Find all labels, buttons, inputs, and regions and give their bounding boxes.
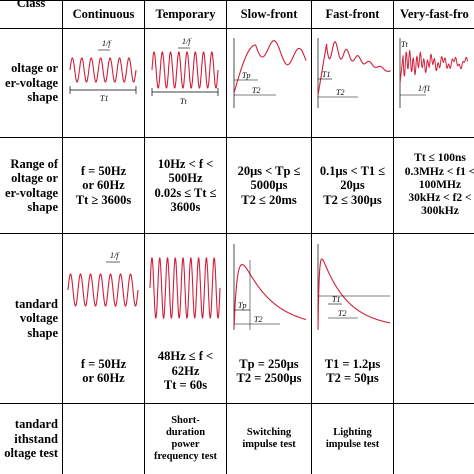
f1-label-very-fast: 1/f1: [418, 84, 430, 93]
withstand-slow-front: Switching impulse test: [242, 426, 296, 450]
standard-continuous-waveform: 1/f: [67, 251, 139, 307]
tp-label-standard-slow: Tp: [238, 301, 246, 310]
grid-line: [0, 403, 474, 404]
tt-label-temporary: Tt: [180, 97, 187, 106]
standard-slow-front: Tp = 250μs T2 = 2500μs: [236, 356, 302, 385]
grid-line: [0, 137, 474, 138]
freq-label-temporary: 1/f: [182, 37, 192, 46]
withstand-temporary: Short- duration power frequency test: [153, 414, 218, 463]
t1-label-fast: T1: [322, 70, 330, 79]
freq-label-continuous: 1/f: [102, 39, 112, 48]
row-label-withstand: tandard ithstand oltage test: [4, 417, 58, 461]
grid-line: [62, 0, 63, 474]
t1-label-standard-fast: T1: [332, 295, 340, 304]
t2-label-slow: T2: [252, 86, 260, 95]
very-fast-front-waveform: Tt 1/f1: [399, 38, 469, 108]
standard-temporary: 48Hz ≤ f < 62Hz Tt = 60s: [157, 349, 214, 393]
grid-line: [0, 0, 474, 1]
fast-front-waveform: T1 T2: [317, 38, 391, 108]
column-header-temporary: Temporary: [155, 7, 216, 22]
grid-line: [393, 0, 394, 474]
grid-line: [0, 233, 474, 234]
tt-label-very-fast: Tt: [401, 40, 408, 49]
t2-label-standard-fast: T2: [338, 309, 346, 318]
temporary-waveform: Tt 1/f: [151, 37, 219, 106]
range-temporary: 10Hz < f < 500Hz 0.02s ≤ Tt ≤ 3600s: [154, 156, 217, 214]
freq-label-standard-continuous: 1/f: [110, 251, 120, 260]
t2-label-standard-slow: T2: [254, 315, 262, 324]
slow-front-waveform: Tp T2: [233, 38, 307, 108]
tt-label-continuous: T1: [100, 94, 108, 103]
row-label-shape: oltage or er-voltage shape: [5, 61, 58, 105]
row-label-range: Range of oltage or er-voltage shape: [5, 156, 58, 214]
range-continuous: f = 50Hz or 60Hz Tt ≥ 3600s: [75, 163, 132, 207]
class-header: Class: [16, 0, 46, 10]
grid-line: [144, 0, 145, 474]
range-very-fast-front: Tt ≤ 100ns 0.3MHz < f1 < 100MHz 30kHz < …: [404, 152, 474, 218]
column-header-fast-front: Fast-front: [325, 7, 380, 22]
row-label-standard-shape: tandard voltage shape: [14, 296, 58, 340]
withstand-fast-front: Lighting impulse test: [325, 426, 380, 450]
standard-temporary-waveform: [149, 256, 221, 320]
t2-label-fast: T2: [336, 88, 344, 97]
standard-fast-front-waveform: T1 T2: [317, 244, 391, 330]
column-header-continuous: Continuous: [72, 7, 135, 22]
standard-slow-front-waveform: Tp T2: [233, 244, 307, 330]
grid-line: [311, 0, 312, 474]
range-slow-front: 20μs < Tp ≤ 5000μs T2 ≤ 20ms: [237, 163, 301, 207]
grid-line: [0, 28, 474, 29]
column-header-very-fast-front: Very-fast-fro: [400, 7, 469, 22]
grid-line: [226, 0, 227, 474]
range-fast-front: 0.1μs < T1 ≤ 20μs T2 ≤ 300μs: [319, 163, 386, 207]
continuous-waveform: T1 1/f: [69, 39, 137, 103]
standard-continuous: f = 50Hz or 60Hz: [80, 356, 127, 385]
tp-label-slow: Tp: [242, 71, 250, 80]
standard-fast-front: T1 = 1.2μs T2 = 50μs: [324, 356, 381, 385]
column-header-slow-front: Slow-front: [240, 7, 298, 22]
